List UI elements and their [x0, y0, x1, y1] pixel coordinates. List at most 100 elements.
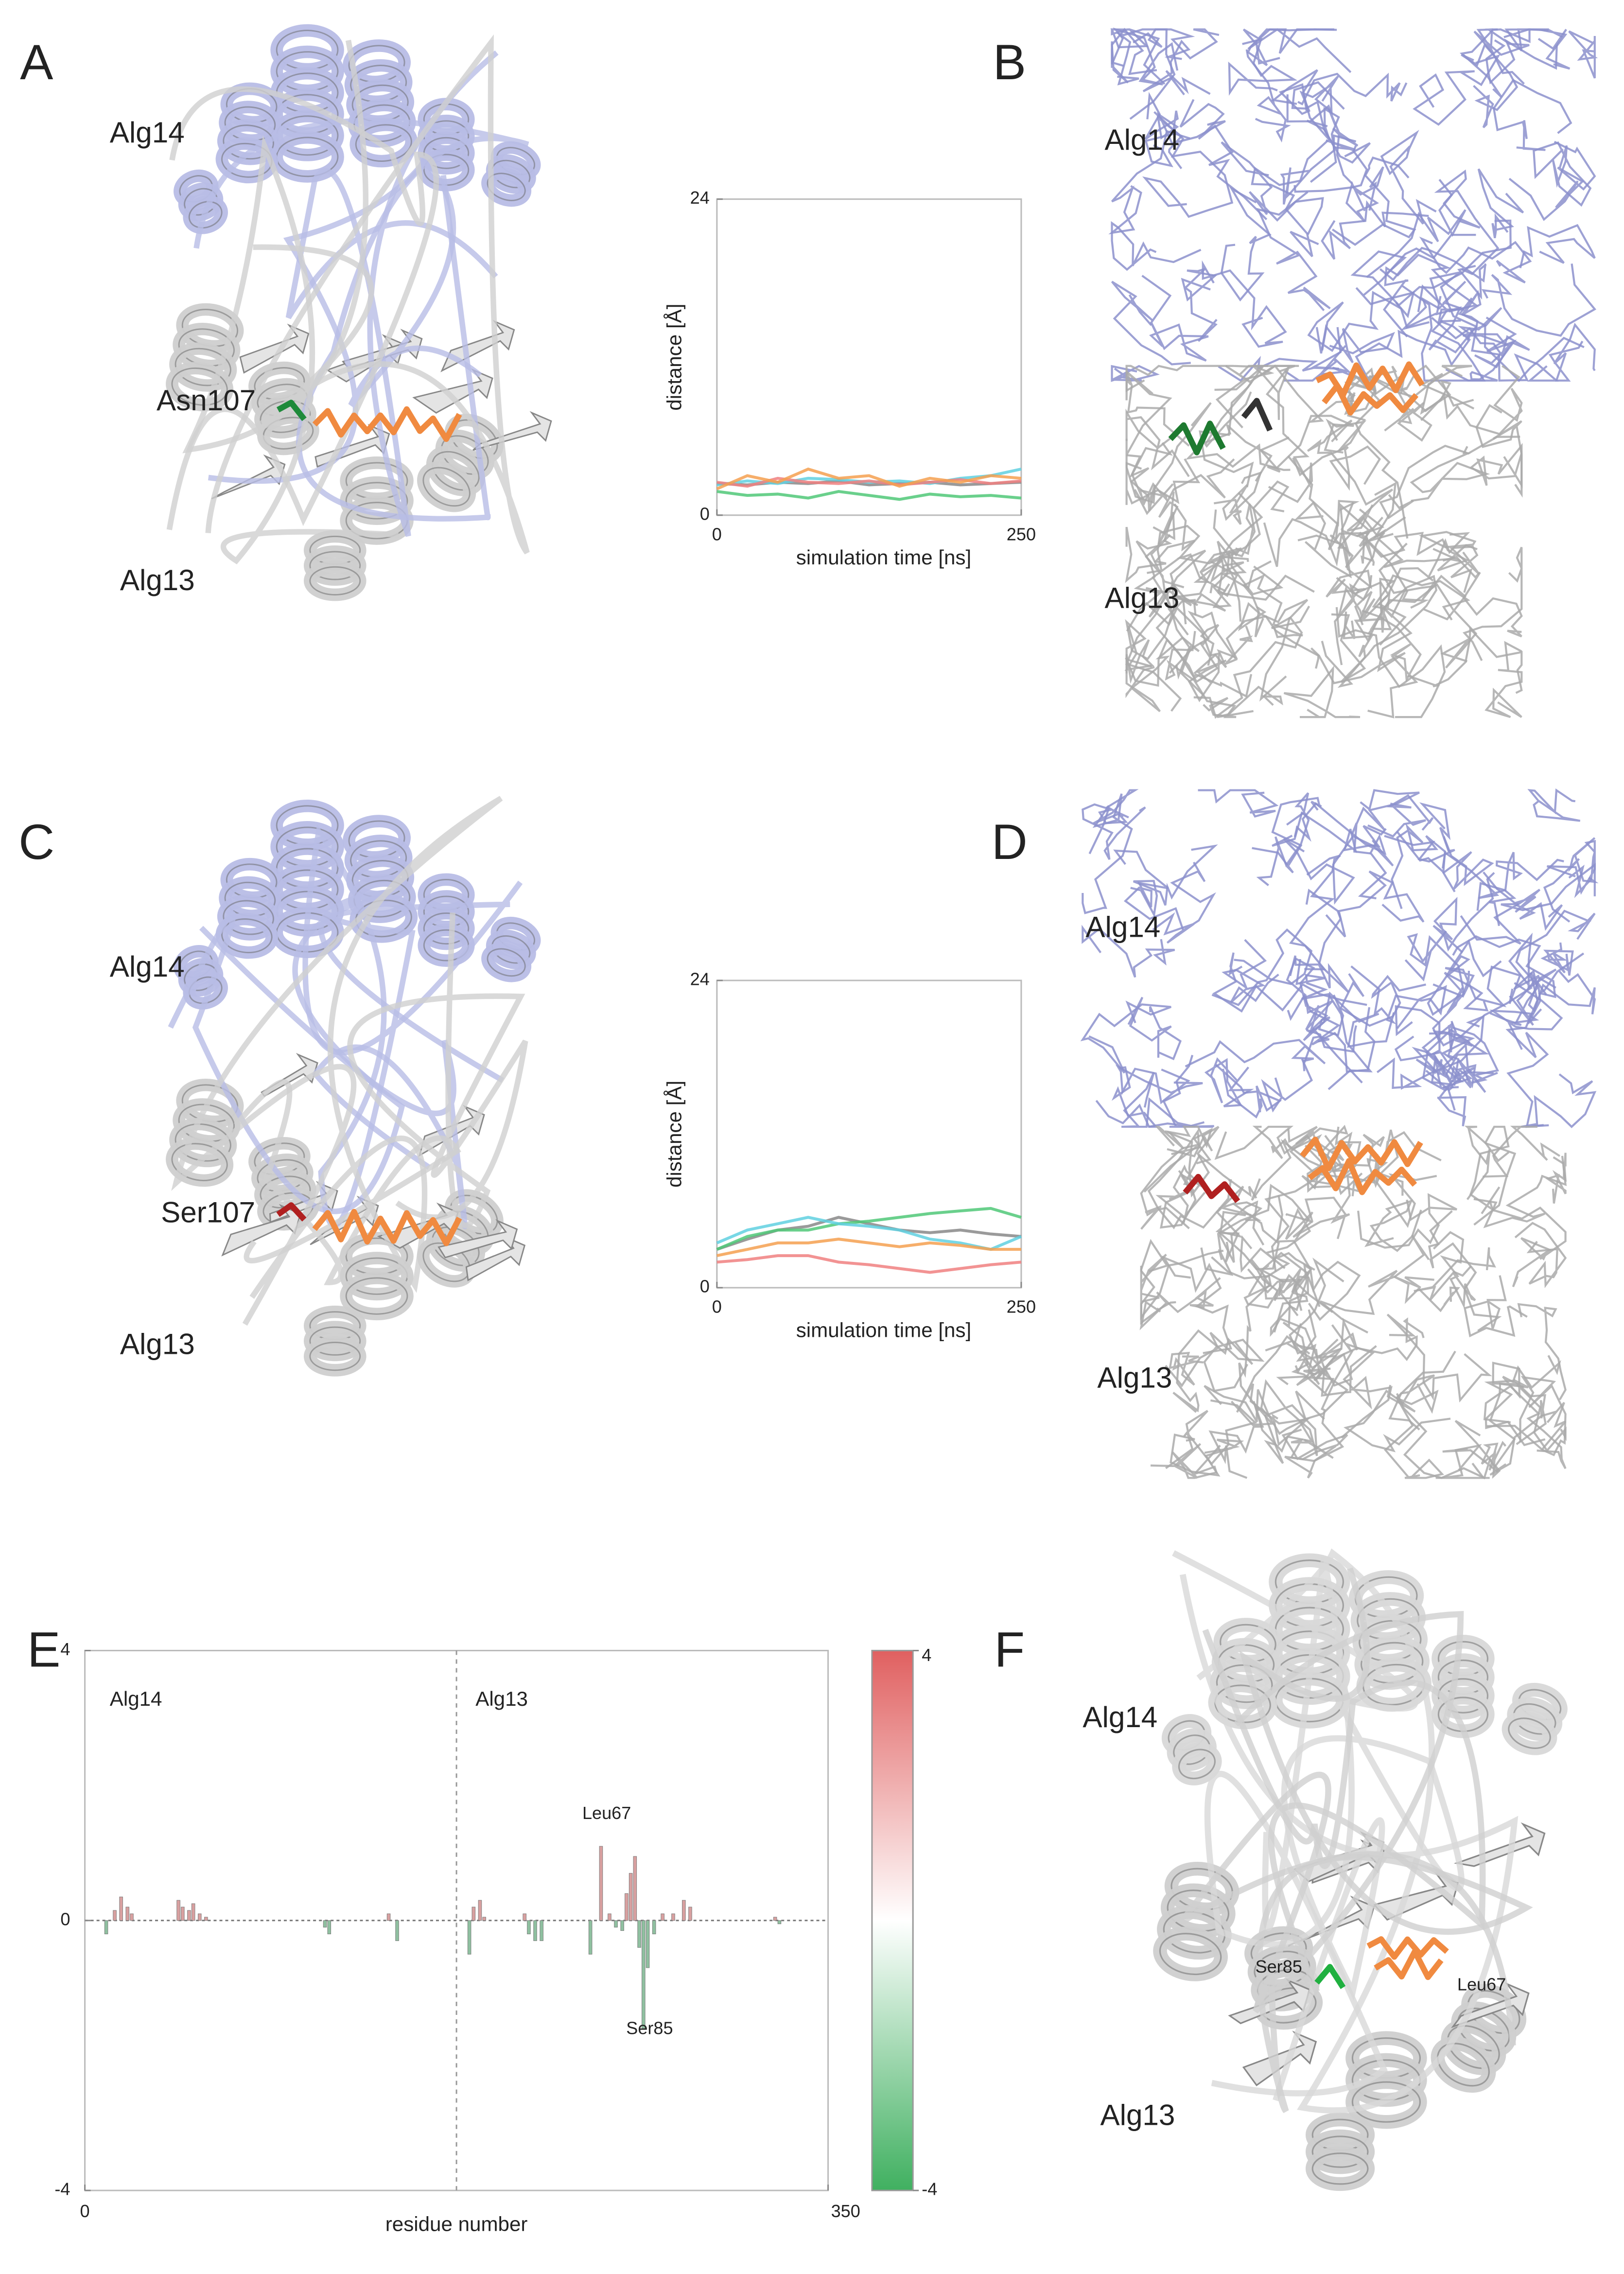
backbone-trace — [1111, 365, 1160, 382]
backbone-trace — [1139, 1277, 1221, 1330]
bar — [478, 1900, 482, 1921]
plot-frame — [716, 198, 1022, 516]
backbone-trace — [1432, 972, 1489, 1043]
ligand — [1241, 398, 1273, 432]
data-line — [716, 467, 1022, 490]
backbone-trace — [1546, 840, 1596, 898]
backbone-trace — [1185, 1039, 1326, 1071]
backbone-trace — [1483, 871, 1563, 931]
ligand — [1314, 1964, 1346, 1989]
data-line — [716, 1216, 1022, 1251]
bar — [198, 1913, 202, 1921]
backbone-trace — [1400, 280, 1467, 331]
backbone-trace — [1110, 28, 1166, 85]
backbone-trace — [1388, 1374, 1439, 1431]
backbone-trace — [1093, 789, 1139, 824]
backbone-trace — [1311, 1134, 1385, 1189]
backbone-trace — [1165, 1331, 1265, 1392]
backbone-trace — [1127, 997, 1182, 1061]
backbone-trace — [1307, 291, 1437, 352]
backbone-trace — [1461, 43, 1519, 128]
beta-strand — [412, 368, 493, 414]
backbone-trace — [1228, 38, 1298, 96]
backbone-trace — [1364, 1199, 1422, 1252]
backbone-trace — [1483, 1125, 1560, 1178]
helix — [215, 82, 283, 184]
backbone-trace — [1295, 959, 1373, 1090]
backbone-trace — [1111, 27, 1179, 86]
backbone-trace — [1203, 685, 1283, 718]
backbone-trace — [1527, 788, 1581, 822]
backbone-trace — [1261, 1035, 1330, 1113]
backbone-trace — [1428, 1210, 1502, 1332]
backbone-trace — [1145, 549, 1206, 625]
helix — [1153, 1861, 1240, 1981]
bar — [119, 1896, 123, 1921]
backbone-trace — [1486, 1401, 1567, 1476]
helix — [340, 1232, 414, 1321]
helix-turn-shade — [1351, 2081, 1421, 2123]
backbone-trace — [1431, 316, 1530, 368]
colorbar — [871, 1649, 914, 2191]
bar — [646, 1920, 650, 1968]
backbone-trace — [1357, 1193, 1457, 1249]
backbone-trace — [1144, 92, 1179, 168]
backbone-trace — [1367, 366, 1474, 412]
helix-turn-shade — [432, 1226, 480, 1266]
structure-label: Ser107 — [161, 1196, 255, 1228]
helix-turn-shade — [1437, 2043, 1490, 2087]
loop — [168, 890, 505, 1214]
backbone-trace — [1420, 365, 1523, 436]
backbone-trace — [1130, 844, 1218, 918]
data-line — [716, 1254, 1022, 1274]
x-axis-label: simulation time [ns] — [796, 1318, 972, 1341]
backbone-trace — [1427, 939, 1502, 1016]
backbone-trace — [1218, 327, 1342, 382]
bar — [386, 1913, 391, 1921]
backbone-trace — [1288, 1257, 1345, 1385]
loop — [1179, 1611, 1516, 2046]
backbone-trace — [1418, 531, 1480, 593]
data-line — [716, 1207, 1022, 1251]
loop — [1239, 1567, 1533, 2113]
helix-turn-shade — [1513, 1703, 1556, 1735]
backbone-trace — [1296, 1309, 1358, 1393]
backbone-trace — [1514, 1222, 1567, 1289]
backbone-trace — [1212, 952, 1367, 1013]
backbone-trace — [1245, 49, 1291, 143]
backbone-trace — [1321, 200, 1429, 260]
backbone-trace — [1236, 1335, 1311, 1447]
helix-turn-shade — [1159, 1933, 1222, 1976]
helix — [166, 303, 244, 412]
backbone-trace — [1256, 191, 1331, 312]
structure-label: Ser85 — [1256, 1957, 1302, 1977]
helix — [1431, 1984, 1527, 2093]
backbone-trace — [1483, 1384, 1567, 1469]
panel-label: D — [992, 814, 1028, 870]
backbone-trace — [1379, 246, 1487, 300]
backbone-trace — [1543, 837, 1599, 923]
helix-turn-shade — [1508, 1717, 1551, 1749]
backbone-trace — [1283, 345, 1362, 382]
backbone-trace — [1454, 1420, 1507, 1479]
backbone-trace — [1432, 1231, 1476, 1310]
backbone-trace — [1394, 1276, 1460, 1312]
backbone-trace — [1219, 1195, 1284, 1263]
backbone-trace — [1366, 179, 1467, 278]
ligand — [312, 406, 462, 442]
x-tick-label: 350 — [831, 2201, 860, 2221]
backbone-trace — [1171, 555, 1249, 615]
ligand — [277, 400, 307, 421]
bar — [191, 1903, 195, 1921]
backbone-trace — [1442, 556, 1523, 638]
x-tick-label: 0 — [712, 1297, 722, 1317]
backbone-trace — [1215, 1064, 1282, 1119]
structure-label: Leu67 — [1457, 1974, 1506, 1994]
backbone-trace — [1260, 1379, 1318, 1464]
backbone-trace — [1297, 72, 1408, 105]
backbone-trace — [1230, 480, 1290, 595]
structure-label: Asn107 — [157, 384, 256, 417]
x-axis-label: simulation time [ns] — [796, 546, 972, 569]
helix-turn-shade — [171, 367, 228, 406]
